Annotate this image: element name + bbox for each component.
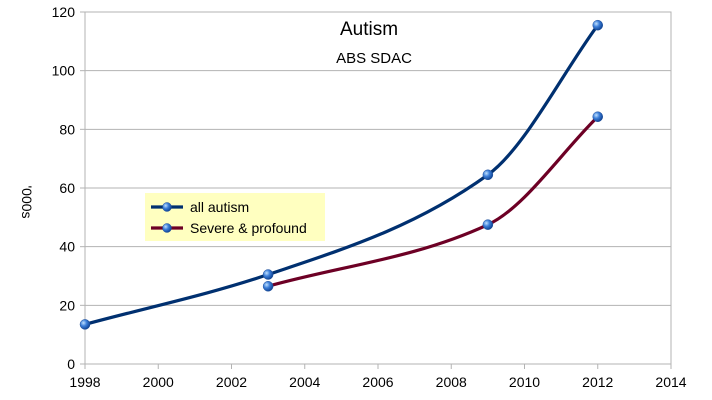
y-tick-label: 60 — [59, 180, 75, 196]
x-tick-label: 2002 — [216, 374, 247, 390]
x-tick-label: 2010 — [509, 374, 540, 390]
y-tick-label: 100 — [52, 63, 76, 79]
series-line-all-autism — [84, 24, 600, 326]
x-tick-label: 2004 — [289, 374, 320, 390]
series-layer — [79, 19, 603, 330]
legend-marker-severe-profound — [162, 223, 172, 233]
data-point-all-autism — [79, 319, 91, 330]
chart-title: Autism — [340, 19, 398, 40]
legend-box — [145, 193, 325, 241]
y-tick-label: 40 — [59, 239, 75, 255]
data-point-severe-profound — [592, 111, 603, 122]
x-tick-label: 2006 — [362, 374, 393, 390]
data-point-severe-profound — [482, 219, 494, 230]
x-tick-label: 2000 — [143, 374, 174, 390]
legend-marker-all-autism — [162, 202, 172, 212]
y-tick-label: 80 — [59, 121, 75, 137]
x-tick-label: 2008 — [436, 374, 467, 390]
legend-label-all-autism: all autism — [190, 199, 249, 215]
x-tick-label: 2012 — [582, 374, 613, 390]
chart-subtitle: ABS SDAC — [336, 50, 412, 67]
data-point-severe-profound — [262, 281, 274, 292]
y-tick-label: 20 — [59, 297, 75, 313]
x-tick-label: 1998 — [69, 374, 100, 390]
x-tick-label: 2014 — [655, 374, 686, 390]
y-tick-label: 0 — [67, 356, 75, 372]
legend: all autism Severe & profound — [145, 193, 325, 241]
data-point-all-autism — [482, 169, 494, 181]
data-point-all-autism — [592, 19, 603, 31]
y-axis-label: '000s — [19, 185, 35, 218]
series-line-severe-profound — [267, 115, 599, 288]
axes — [80, 11, 672, 369]
legend-label-severe-profound: Severe & profound — [190, 220, 307, 236]
y-tick-label: 120 — [52, 4, 76, 20]
tick-labels: 0 20 40 60 80 100 120 1998 2000 2002 2004 2006 2008 2… — [52, 4, 687, 390]
data-point-all-autism — [262, 269, 274, 280]
